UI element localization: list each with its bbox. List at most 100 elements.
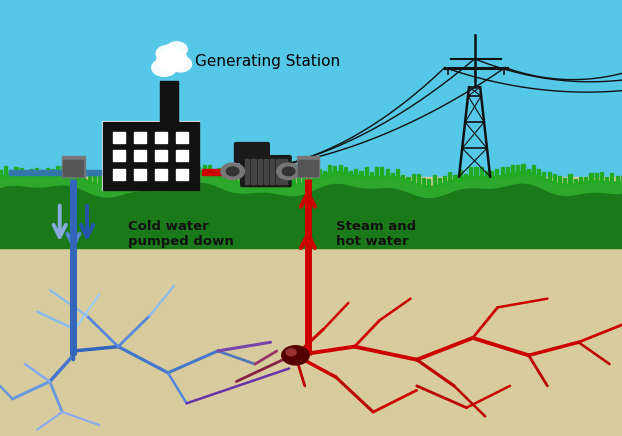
Bar [298, 170, 318, 173]
Bar [506, 167, 509, 176]
Circle shape [282, 346, 309, 365]
Bar [266, 171, 269, 183]
Bar [537, 169, 541, 178]
Bar [151, 174, 154, 181]
Bar [364, 167, 368, 178]
Bar [234, 175, 237, 182]
Bar [192, 168, 195, 174]
Bar [610, 173, 613, 183]
Bar [156, 175, 159, 181]
Bar [166, 172, 169, 180]
Bar [380, 167, 383, 178]
Bar [155, 132, 167, 143]
Bar [103, 122, 199, 190]
FancyBboxPatch shape [234, 143, 269, 163]
Bar [584, 177, 587, 183]
Bar [4, 166, 7, 177]
Bar [244, 174, 248, 183]
Bar [155, 169, 167, 180]
Bar [103, 122, 199, 190]
Bar [108, 180, 111, 186]
Bar [553, 174, 556, 183]
Bar [63, 167, 83, 169]
Bar [113, 169, 125, 180]
Bar [56, 166, 59, 177]
Bar [98, 174, 101, 185]
Bar [302, 173, 305, 183]
Bar [203, 165, 206, 174]
Bar [134, 172, 137, 181]
Bar [176, 132, 188, 143]
Bar [281, 175, 284, 184]
Bar [63, 160, 83, 162]
Bar [229, 170, 232, 181]
Bar [239, 173, 243, 183]
Bar [323, 170, 326, 177]
Bar [187, 166, 190, 175]
Bar [276, 159, 281, 184]
Bar [490, 171, 493, 178]
Bar [401, 174, 404, 181]
Bar [527, 169, 530, 175]
Bar [63, 174, 83, 176]
Bar [406, 177, 409, 182]
Bar [63, 164, 83, 166]
Bar [532, 165, 535, 176]
Bar [573, 179, 577, 184]
Bar [616, 176, 619, 183]
Bar [297, 156, 319, 177]
Bar [579, 177, 582, 184]
Circle shape [221, 163, 244, 180]
Bar [501, 167, 504, 177]
Bar [344, 167, 347, 175]
Bar [590, 174, 593, 183]
Bar [9, 170, 12, 177]
Bar [72, 172, 75, 177]
Bar [542, 171, 545, 180]
Bar [349, 171, 352, 176]
Bar [161, 173, 164, 181]
Bar [46, 168, 49, 177]
Text: Generating Station: Generating Station [195, 54, 340, 68]
Text: Steam and
hot water: Steam and hot water [336, 220, 416, 248]
Bar [354, 169, 357, 177]
Bar [569, 174, 572, 184]
Bar [270, 159, 274, 184]
Bar [255, 174, 258, 182]
Bar [155, 150, 167, 161]
Bar [145, 170, 148, 181]
Bar [516, 166, 519, 175]
Bar [82, 174, 85, 181]
Circle shape [166, 42, 187, 57]
Bar [386, 169, 389, 178]
Bar [62, 166, 65, 176]
Bar [427, 179, 430, 186]
Bar [318, 169, 321, 178]
Bar [443, 176, 446, 184]
Bar [469, 167, 472, 179]
Bar [298, 167, 318, 169]
Bar [113, 150, 125, 161]
Bar [564, 178, 567, 184]
Bar [93, 174, 96, 184]
Bar [176, 169, 188, 180]
Bar [202, 169, 305, 175]
Circle shape [282, 167, 295, 176]
Bar [396, 169, 399, 180]
Bar [375, 167, 378, 178]
Bar [119, 177, 122, 184]
Bar [20, 167, 23, 177]
Bar [297, 175, 300, 184]
Bar [370, 172, 373, 178]
Bar [0, 170, 2, 179]
Circle shape [226, 167, 239, 176]
Bar [600, 172, 603, 183]
Bar [260, 175, 263, 182]
Bar [140, 170, 143, 181]
Bar [251, 159, 256, 184]
Bar [0, 0, 622, 242]
Bar [197, 167, 200, 174]
Bar [171, 171, 174, 179]
Bar [176, 150, 188, 161]
Bar [51, 169, 54, 177]
